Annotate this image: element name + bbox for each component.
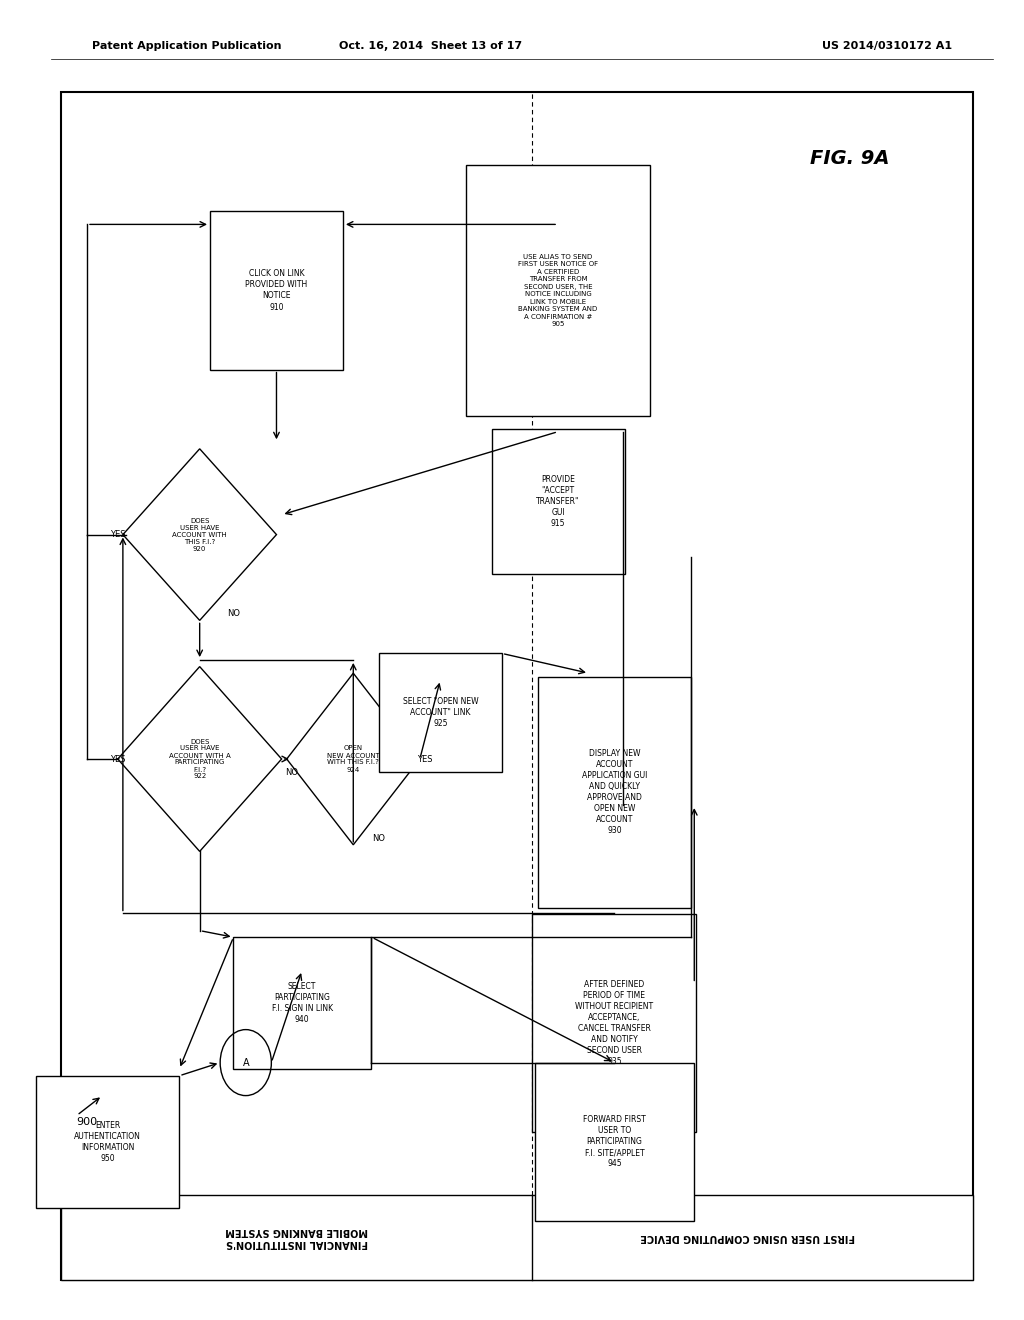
Text: FIRST USER USING COMPUTING DEVICE: FIRST USER USING COMPUTING DEVICE <box>640 1232 855 1242</box>
Text: NO: NO <box>373 834 385 842</box>
Polygon shape <box>287 673 420 845</box>
Text: 900: 900 <box>77 1117 97 1127</box>
FancyBboxPatch shape <box>61 92 973 1280</box>
Text: DOES
USER HAVE
ACCOUNT WITH
THIS F.I.?
920: DOES USER HAVE ACCOUNT WITH THIS F.I.? 9… <box>172 517 227 552</box>
Text: FIG. 9A: FIG. 9A <box>810 149 890 168</box>
Text: SELECT
PARTICIPATING
F.I. SIGN IN LINK
940: SELECT PARTICIPATING F.I. SIGN IN LINK 9… <box>271 982 333 1024</box>
FancyBboxPatch shape <box>492 429 625 574</box>
Text: YES: YES <box>417 755 433 763</box>
Text: ENTER
AUTHENTICATION
INFORMATION
950: ENTER AUTHENTICATION INFORMATION 950 <box>74 1121 141 1163</box>
Text: PROVIDE
"ACCEPT
TRANSFER"
GUI
915: PROVIDE "ACCEPT TRANSFER" GUI 915 <box>537 475 580 528</box>
Text: FINANCIAL INSTITUTION'S
MOBILE BANKING SYSTEM: FINANCIAL INSTITUTION'S MOBILE BANKING S… <box>225 1226 369 1247</box>
Text: Oct. 16, 2014  Sheet 13 of 17: Oct. 16, 2014 Sheet 13 of 17 <box>339 41 521 51</box>
Polygon shape <box>123 449 276 620</box>
Text: Patent Application Publication: Patent Application Publication <box>92 41 282 51</box>
Polygon shape <box>118 667 282 851</box>
Text: SELECT "OPEN NEW
ACCOUNT" LINK
925: SELECT "OPEN NEW ACCOUNT" LINK 925 <box>402 697 478 729</box>
Text: DOES
USER HAVE
ACCOUNT WITH A
PARTICIPATING
F.I.?
922: DOES USER HAVE ACCOUNT WITH A PARTICIPAT… <box>169 738 230 780</box>
FancyBboxPatch shape <box>532 913 696 1131</box>
FancyBboxPatch shape <box>535 1063 694 1221</box>
Text: NO: NO <box>227 610 240 618</box>
FancyBboxPatch shape <box>379 653 502 772</box>
Text: AFTER DEFINED
PERIOD OF TIME
WITHOUT RECIPIENT
ACCEPTANCE,
CANCEL TRANSFER
AND N: AFTER DEFINED PERIOD OF TIME WITHOUT REC… <box>575 979 653 1067</box>
Text: OPEN
NEW ACCOUNT
WITH THIS F.I.?
924: OPEN NEW ACCOUNT WITH THIS F.I.? 924 <box>327 746 380 772</box>
FancyBboxPatch shape <box>210 211 343 370</box>
Text: YES: YES <box>110 531 126 539</box>
Text: YES: YES <box>110 755 126 763</box>
Text: USE ALIAS TO SEND
FIRST USER NOTICE OF
A CERTIFIED
TRANSFER FROM
SECOND USER, TH: USE ALIAS TO SEND FIRST USER NOTICE OF A… <box>518 253 598 327</box>
FancyBboxPatch shape <box>61 1195 973 1280</box>
FancyBboxPatch shape <box>538 676 691 908</box>
Text: US 2014/0310172 A1: US 2014/0310172 A1 <box>822 41 952 51</box>
Text: NO: NO <box>286 768 298 776</box>
Text: DISPLAY NEW
ACCOUNT
APPLICATION GUI
AND QUICKLY
APPROVE AND
OPEN NEW
ACCOUNT
930: DISPLAY NEW ACCOUNT APPLICATION GUI AND … <box>582 748 647 836</box>
Text: FORWARD FIRST
USER TO
PARTICIPATING
F.I. SITE/APPLET
945: FORWARD FIRST USER TO PARTICIPATING F.I.… <box>583 1115 646 1168</box>
Text: CLICK ON LINK
PROVIDED WITH
NOTICE
910: CLICK ON LINK PROVIDED WITH NOTICE 910 <box>246 269 307 312</box>
Text: A: A <box>243 1057 249 1068</box>
FancyBboxPatch shape <box>36 1076 179 1208</box>
FancyBboxPatch shape <box>466 165 650 416</box>
FancyBboxPatch shape <box>232 937 371 1069</box>
